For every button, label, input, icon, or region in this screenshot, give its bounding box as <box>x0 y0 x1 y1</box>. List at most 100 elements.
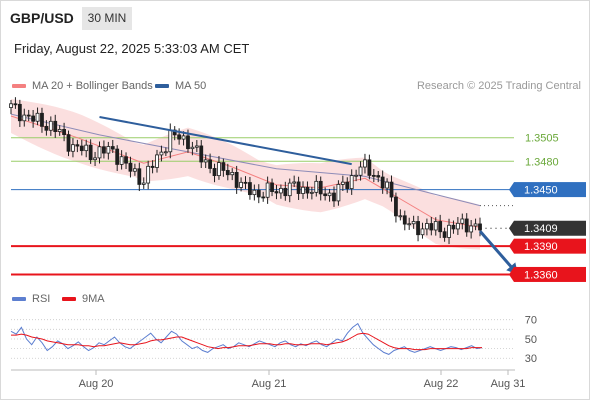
candle-body <box>230 172 235 176</box>
candle-body <box>31 115 36 122</box>
candle-body <box>177 134 182 140</box>
candle-body <box>287 182 292 197</box>
level-tag-last_price <box>514 220 586 236</box>
level-tag-support_2 <box>514 266 586 282</box>
candle-body <box>433 221 438 231</box>
candle-body <box>398 215 403 218</box>
ma20-swatch-icon <box>12 84 26 88</box>
candle-body <box>190 146 195 150</box>
rsi-series-9ma <box>11 332 482 351</box>
x-tick-label: Aug 21 <box>252 378 287 390</box>
candle-body <box>420 228 425 236</box>
symbol-title: GBP/USD <box>10 10 74 26</box>
candle-body <box>309 191 314 194</box>
candle-body <box>132 168 137 172</box>
rsi-tick-50: 50 <box>525 334 537 346</box>
candle-body <box>22 114 27 122</box>
candle-body <box>48 120 53 131</box>
candle-body <box>358 166 363 176</box>
candle-body <box>278 187 283 194</box>
candle-body <box>438 221 443 233</box>
level-tag-pointer <box>509 182 514 198</box>
downtrend-line <box>99 115 352 166</box>
candle-body <box>26 114 31 117</box>
candle-body <box>261 196 266 199</box>
candle-body <box>217 162 221 177</box>
candle-body <box>469 225 474 233</box>
candle-body <box>327 192 332 197</box>
ma20-legend-label: MA 20 + Bollinger Bands <box>32 80 153 92</box>
candle-body <box>71 144 75 152</box>
candle-body <box>248 182 252 196</box>
rsi-ma-legend-label: 9MA <box>82 293 105 305</box>
candle-body <box>367 159 372 176</box>
candle-body <box>155 154 159 168</box>
candle-body <box>88 144 93 161</box>
candle-body <box>340 181 345 185</box>
candle-body <box>349 175 354 189</box>
candle-body <box>442 231 447 238</box>
timestamp: Friday, August 22, 2025 5:33:03 AM CET <box>14 41 250 56</box>
candle-body <box>385 181 389 189</box>
rsi-tick-70: 70 <box>525 315 537 327</box>
level-label-resistance_1: 1.3480 <box>525 156 559 168</box>
ma50-swatch-icon <box>155 84 169 88</box>
rsi-ma-swatch-icon <box>62 297 76 301</box>
candle-body <box>389 181 394 198</box>
candle-body <box>296 181 301 194</box>
candle-body <box>181 135 186 140</box>
candle-body <box>66 134 71 152</box>
candle-body <box>274 191 279 194</box>
candle-body <box>53 120 58 132</box>
candle-body <box>159 151 164 156</box>
candle-body <box>270 182 274 192</box>
level-label-support_2: 1.3360 <box>524 269 558 281</box>
candle-body <box>371 174 376 177</box>
candle-body <box>57 129 62 132</box>
research-credit: Research © 2025 Trading Central <box>416 80 581 92</box>
forecast-arrow-shaft <box>478 230 517 273</box>
candle-body <box>221 162 226 171</box>
candle-body <box>13 103 18 106</box>
rsi-swatch-icon <box>12 297 26 301</box>
candle-body <box>323 193 328 197</box>
candle-body <box>106 146 111 154</box>
bollinger-band <box>11 99 480 250</box>
candle-body <box>402 215 407 225</box>
candle-body <box>314 180 319 193</box>
candle-body <box>455 222 460 230</box>
candle-body <box>243 181 248 184</box>
rsi-series-rsi <box>10 322 483 355</box>
candle-body <box>425 223 429 230</box>
candle-body <box>208 159 213 169</box>
candle-body <box>110 146 115 150</box>
candle-body <box>119 156 124 165</box>
level-label-resistance_2: 1.3505 <box>525 133 559 145</box>
candle-body <box>40 112 44 127</box>
candle-body <box>318 180 323 195</box>
candle-body <box>35 112 40 122</box>
candle-body <box>239 181 243 188</box>
candle-body <box>380 176 385 189</box>
candle-body <box>451 224 456 230</box>
level-label-last_price: 1.3409 <box>524 223 558 235</box>
candle-body <box>256 189 261 198</box>
candle-body <box>265 182 270 198</box>
candle-body <box>234 172 239 188</box>
timeframe-badge[interactable]: 30 MIN <box>82 7 132 30</box>
candle-body <box>394 196 398 217</box>
level-label-support_1: 1.3390 <box>524 241 558 253</box>
candle-body <box>168 129 173 153</box>
candle-body <box>478 223 482 231</box>
candle-body <box>102 146 106 154</box>
candle-body <box>97 146 102 159</box>
candle-body <box>17 103 22 122</box>
candle-body <box>305 186 310 194</box>
candle-body <box>163 151 168 154</box>
rsi-legend-label: RSI <box>32 293 51 305</box>
candle-body <box>115 148 120 165</box>
candle-body <box>407 223 412 226</box>
candle-body <box>411 221 416 225</box>
candle-body <box>376 175 381 178</box>
